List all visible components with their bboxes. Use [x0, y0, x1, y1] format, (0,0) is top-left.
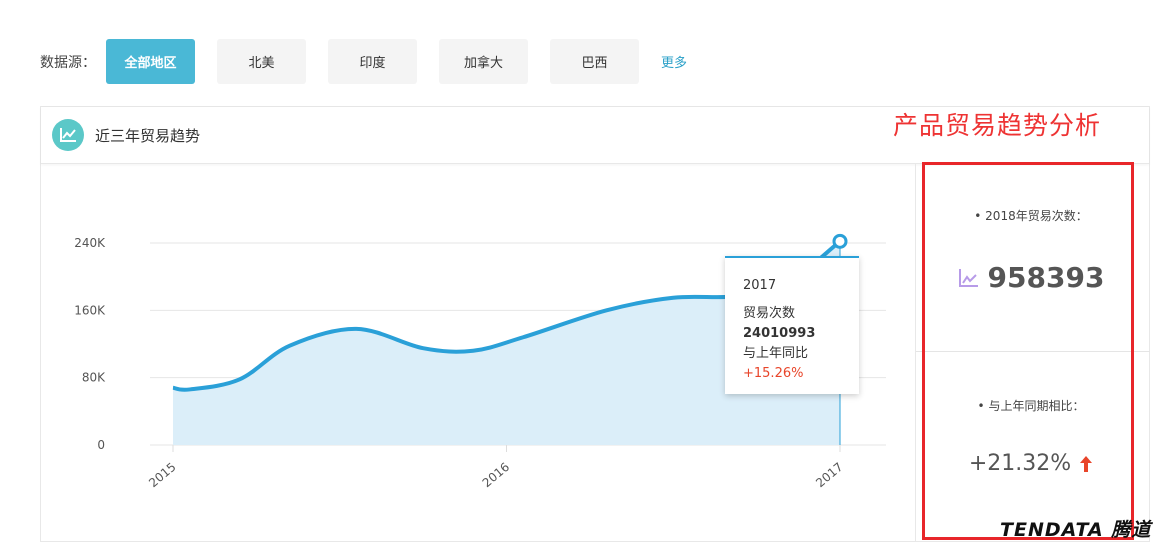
x-tick-label: 2016: [480, 460, 512, 490]
highlight-box: • 2018年贸易次数： 958393 • 与上年同期相比： +21.32%: [922, 162, 1134, 540]
trade-count: 958393: [925, 261, 1137, 294]
yoy-change: +21.32%: [925, 451, 1137, 476]
data-source-filter: 数据源： 全部地区 北美 印度 加拿大 巴西 更多: [40, 39, 687, 84]
yoy-label: • 与上年同期相比：: [977, 399, 1085, 413]
x-tick-label: 2015: [146, 460, 178, 490]
yoy-value: +21.32%: [968, 451, 1072, 476]
y-tick-label: 160K: [74, 303, 106, 317]
chart-tooltip: 2017 贸易次数 24010993 与上年同比 +15.26%: [725, 256, 859, 394]
filter-label: 数据源：: [40, 54, 96, 71]
trade-trend-card: 近三年贸易趋势: [40, 106, 1150, 542]
filter-option-button[interactable]: 北美: [217, 39, 306, 84]
tooltip-year: 2017: [743, 278, 777, 293]
line-chart-icon: [52, 119, 84, 151]
line-chart-icon: [958, 268, 978, 287]
filter-option-button[interactable]: 加拿大: [439, 39, 528, 84]
card-title: 近三年贸易趋势: [95, 126, 201, 145]
arrow-up-icon: [1080, 455, 1093, 472]
tooltip-compare-value: +15.26%: [743, 366, 804, 381]
annotation-title: 产品贸易趋势分析: [893, 111, 1102, 140]
divider: [916, 351, 1150, 352]
y-tick-label: 80K: [82, 371, 106, 385]
filter-option-button[interactable]: 印度: [328, 39, 417, 84]
trade-count-value: 958393: [987, 261, 1105, 294]
filter-option-button[interactable]: 全部地区: [106, 39, 195, 84]
tendata-logo: TENDATA 腾道: [1000, 519, 1152, 541]
tooltip-metric: 贸易次数: [743, 306, 796, 321]
trade-count-label: • 2018年贸易次数：: [974, 209, 1088, 223]
tooltip-value: 24010993: [743, 326, 816, 341]
y-tick-label: 0: [97, 438, 105, 452]
y-tick-label: 240K: [74, 236, 106, 250]
data-point-highlight: [832, 233, 848, 249]
stats-panel: [915, 163, 1150, 542]
card-header: 近三年贸易趋势: [41, 107, 1149, 164]
tooltip-compare-label: 与上年同比: [743, 346, 809, 361]
trade-count-label-text: 2018年贸易次数：: [985, 209, 1088, 223]
more-link[interactable]: 更多: [661, 56, 688, 71]
filter-option-button[interactable]: 巴西: [550, 39, 639, 84]
x-tick-label: 2017: [813, 460, 845, 490]
yoy-label-text: 与上年同期相比：: [988, 399, 1085, 413]
